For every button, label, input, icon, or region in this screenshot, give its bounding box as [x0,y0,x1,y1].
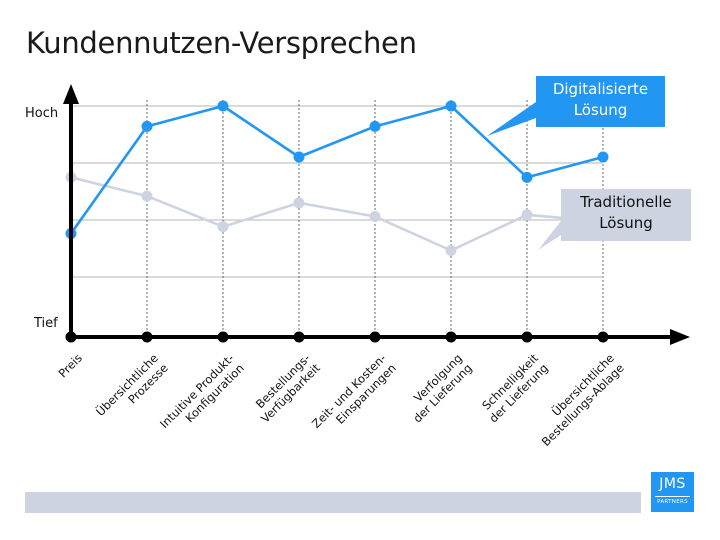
x-axis-tick-dot [445,331,457,343]
footer-bar [25,492,641,513]
x-axis-tick-dot [141,331,153,343]
x-axis-arrow [670,329,690,345]
data-point-traditional [217,221,229,233]
y-axis-label-low: Tief [34,316,58,331]
legend-callout-digital: Digitalisierte Lösung [536,76,665,127]
logo-subtext: PARTNERS [655,496,690,505]
data-point-traditional [521,209,533,221]
data-point-traditional [141,190,153,202]
x-axis-tick-dot [293,331,305,343]
data-point-digital [217,100,229,112]
series-line-traditional [70,176,604,252]
legend-digital-line-2: Lösung [573,101,628,119]
legend-digital-line-1: Digitalisierte [552,80,649,98]
x-axis-tick-dot [217,331,229,343]
data-point-digital [521,171,533,183]
legend-traditional-line-2: Lösung [599,214,653,232]
y-axis-arrow [63,84,79,104]
data-point-digital [445,100,457,112]
x-axis-tick-dot [369,331,381,343]
x-axis-tick-dot [65,331,77,343]
data-point-digital [597,151,609,163]
data-point-traditional [293,197,305,209]
jms-partners-logo: JMS PARTNERS [651,472,694,512]
data-point-digital [369,120,381,132]
logo-text: JMS [659,476,686,492]
x-axis-tick-dot [597,331,609,343]
data-point-digital [141,120,153,132]
data-point-traditional [445,245,457,256]
data-point-digital [293,151,305,163]
legend-traditional-line-1: Traditionelle [580,193,672,211]
x-axis-tick-dot [521,331,533,343]
series-line-digital [69,104,604,235]
legend-traditional-pointer [538,221,561,250]
page-title: Kundennutzen-Versprechen [26,26,417,60]
legend-digital-pointer [487,102,536,136]
y-axis-label-high: Hoch [25,106,59,121]
data-point-traditional [369,211,381,222]
legend-callout-traditional: Traditionelle Lösung [561,189,691,241]
